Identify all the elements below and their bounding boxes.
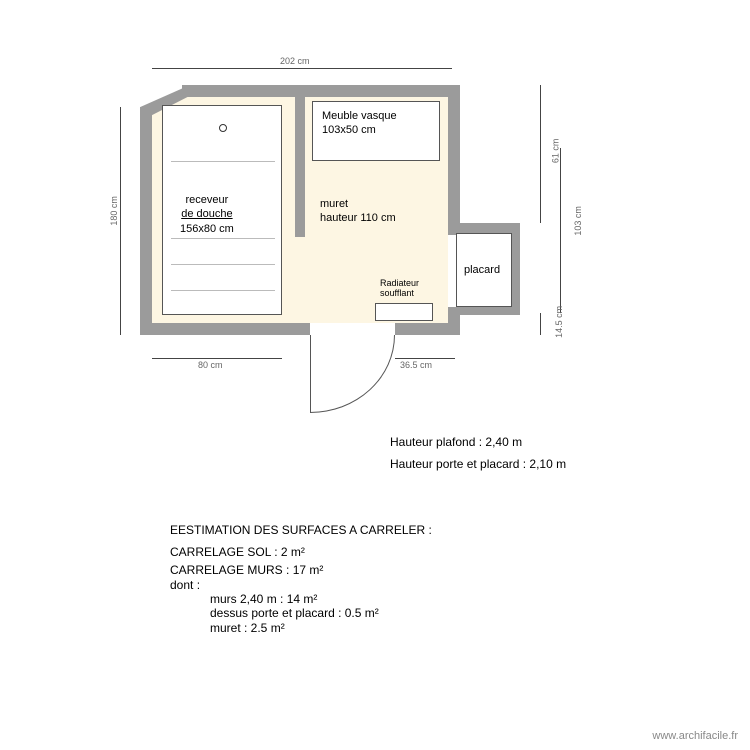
vanity-label: Meuble vasque 103x50 cm <box>322 109 397 138</box>
muret-partition-top <box>295 97 305 237</box>
dim-right-3 <box>540 313 541 335</box>
dim-right-1 <box>540 85 541 223</box>
shower-step4 <box>171 290 275 291</box>
muret-l2: hauteur 110 cm <box>320 212 396 224</box>
dim-shower-below <box>152 358 282 359</box>
muret-label: muret hauteur 110 cm <box>320 197 396 226</box>
dim-shower-label: 80 cm <box>198 360 223 372</box>
est-floor: CARRELAGE SOL : 2 m² <box>170 542 432 564</box>
wall-right-main <box>448 85 460 235</box>
vanity-l1: Meuble vasque <box>322 110 397 122</box>
muret-l1: muret <box>320 198 348 210</box>
wall-stub <box>448 307 460 335</box>
drain-icon <box>219 124 227 132</box>
dim-top <box>152 68 452 69</box>
dim-right-3-label: 14.5 cm <box>554 306 566 338</box>
estimate-block: EESTIMATION DES SURFACES A CARRELER : CA… <box>170 520 432 635</box>
door-arc <box>310 335 395 413</box>
wall-closet-right <box>512 223 520 313</box>
note-ceiling: Hauteur plafond : 2,40 m <box>390 432 566 454</box>
est-walls: CARRELAGE MURS : 17 m² <box>170 563 323 577</box>
dim-right-2-label: 103 cm <box>573 206 585 236</box>
shower-step1 <box>171 161 275 162</box>
dim-door-label: 36.5 cm <box>400 360 432 372</box>
closet-text: placard <box>464 264 500 276</box>
radiator-label: Radiateur soufflant <box>380 279 419 299</box>
wall-left <box>140 107 152 335</box>
radiator <box>375 303 433 321</box>
radiator-l1: Radiateur <box>380 278 419 288</box>
est-l1: murs 2,40 m : 14 m² <box>170 592 317 606</box>
shower-l1: receveur <box>186 194 229 206</box>
est-title: EESTIMATION DES SURFACES A CARRELER : <box>170 520 432 542</box>
shower-label: receveur de douche 156x80 cm <box>180 193 234 236</box>
floor-plan: receveur de douche 156x80 cm Meuble vasq… <box>140 85 520 335</box>
height-notes: Hauteur plafond : 2,40 m Hauteur porte e… <box>390 432 566 475</box>
shower-l2: de douche <box>181 208 232 220</box>
dim-right-2 <box>560 148 561 313</box>
watermark: www.archifacile.fr <box>652 730 738 742</box>
dim-top-label: 202 cm <box>280 56 310 68</box>
dim-left-label: 180 cm <box>109 196 121 226</box>
wall-closet-top <box>448 223 520 233</box>
est-l2: dessus porte et placard : 0.5 m² <box>170 606 379 620</box>
radiator-l2: soufflant <box>380 288 414 298</box>
wall-bottom-left <box>140 323 310 335</box>
shower-l3: 156x80 cm <box>180 223 234 235</box>
vanity-l2: 103x50 cm <box>322 124 376 136</box>
shower-step3 <box>171 264 275 265</box>
closet-label: placard <box>464 263 500 277</box>
est-dont: dont : <box>170 578 200 592</box>
dim-door <box>395 358 455 359</box>
est-l3: muret : 2.5 m² <box>170 621 285 635</box>
wall-top <box>182 85 460 97</box>
note-door: Hauteur porte et placard : 2,10 m <box>390 454 566 476</box>
shower-step2 <box>171 238 275 239</box>
